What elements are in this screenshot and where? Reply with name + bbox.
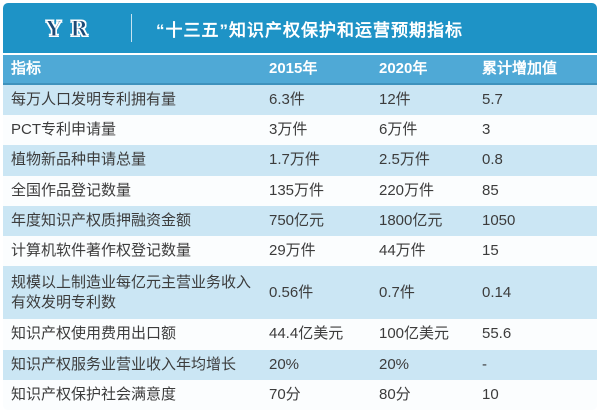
value-2015: 20% (269, 355, 300, 373)
value-2015: 70分 (269, 385, 301, 403)
column-header-2015: 2015年 (269, 59, 318, 77)
indicator-label: 知识产权服务业营业收入年均增长 (11, 355, 237, 373)
page-title: “十三五”知识产权保护和运营预期指标 (156, 20, 463, 40)
indicator-label: 知识产权使用费用出口额 (11, 325, 177, 343)
column-header-increase: 累计增加值 (482, 59, 558, 77)
value-2015: 6.3件 (269, 90, 305, 108)
indicator-label: 规模以上制造业每亿元主营业务收入有效发明专利数 (11, 273, 252, 311)
banner-divider (131, 14, 132, 42)
value-increase: 0.14 (482, 283, 512, 301)
table-row: 知识产权服务业营业收入年均增长 20% 20% - (3, 349, 597, 380)
value-increase: 15 (482, 242, 499, 260)
value-increase: - (482, 355, 487, 373)
value-2020: 80分 (379, 385, 411, 403)
value-2020: 20% (379, 355, 410, 373)
title-banner: YR “十三五”知识产权保护和运营预期指标 (3, 3, 597, 55)
table-row: 知识产权使用费用出口额 44.4亿美元 100亿美元 55.6 (3, 319, 597, 350)
table-row: 计算机软件著作权登记数量 29万件 44万件 15 (3, 236, 597, 267)
value-2020: 1800亿元 (379, 211, 443, 229)
table-row: 知识产权保护社会满意度 70分 80分 10 (3, 379, 597, 410)
value-increase: 85 (482, 181, 499, 199)
indicator-label: 每万人口发明专利拥有量 (11, 90, 177, 108)
indicator-label: PCT专利申请量 (11, 121, 117, 139)
value-increase: 0.8 (482, 151, 503, 169)
table-row: 每万人口发明专利拥有量 6.3件 12件 5.7 (3, 85, 597, 116)
value-2015: 1.7万件 (269, 151, 320, 169)
indicator-label: 知识产权保护社会满意度 (11, 385, 177, 403)
table-row: 全国作品登记数量 135万件 220万件 85 (3, 175, 597, 206)
table-row: 年度知识产权质押融资金额 750亿元 1800亿元 1050 (3, 205, 597, 237)
indicator-label: 植物新品种申请总量 (11, 151, 147, 169)
table-header-row: 指标 2015年 2020年 累计增加值 (3, 55, 597, 85)
value-increase: 1050 (482, 211, 516, 229)
value-2015: 750亿元 (269, 211, 325, 229)
value-2015: 3万件 (269, 121, 308, 139)
value-2015: 44.4亿美元 (269, 325, 344, 343)
table-row: 规模以上制造业每亿元主营业务收入有效发明专利数 0.56件 0.7件 0.14 (3, 266, 597, 320)
value-increase: 55.6 (482, 325, 512, 343)
value-2020: 12件 (379, 90, 411, 108)
value-2015: 29万件 (269, 242, 316, 260)
indicator-label: 年度知识产权质押融资金额 (11, 211, 192, 229)
value-2020: 44万件 (379, 242, 426, 260)
table-row: 植物新品种申请总量 1.7万件 2.5万件 0.8 (3, 145, 597, 176)
value-2015: 0.56件 (269, 283, 314, 301)
table-body: 每万人口发明专利拥有量 6.3件 12件 5.7 PCT专利申请量 3万件 6万… (3, 85, 597, 410)
value-2020: 0.7件 (379, 283, 415, 301)
indicator-label: 计算机软件著作权登记数量 (11, 242, 192, 260)
table-row: PCT专利申请量 3万件 6万件 3 (3, 115, 597, 146)
value-2020: 6万件 (379, 121, 418, 139)
column-header-2020: 2020年 (379, 59, 428, 77)
value-increase: 10 (482, 385, 499, 403)
value-increase: 3 (482, 121, 491, 139)
indicator-label: 全国作品登记数量 (11, 181, 132, 199)
value-2015: 135万件 (269, 181, 325, 199)
yr-logo: YR (46, 15, 97, 41)
indicator-table-card: YR “十三五”知识产权保护和运营预期指标 指标 2015年 2020年 累计增… (3, 3, 597, 410)
value-2020: 100亿美元 (379, 325, 450, 343)
value-increase: 5.7 (482, 90, 503, 108)
column-header-indicator: 指标 (11, 59, 42, 77)
value-2020: 2.5万件 (379, 151, 430, 169)
value-2020: 220万件 (379, 181, 435, 199)
